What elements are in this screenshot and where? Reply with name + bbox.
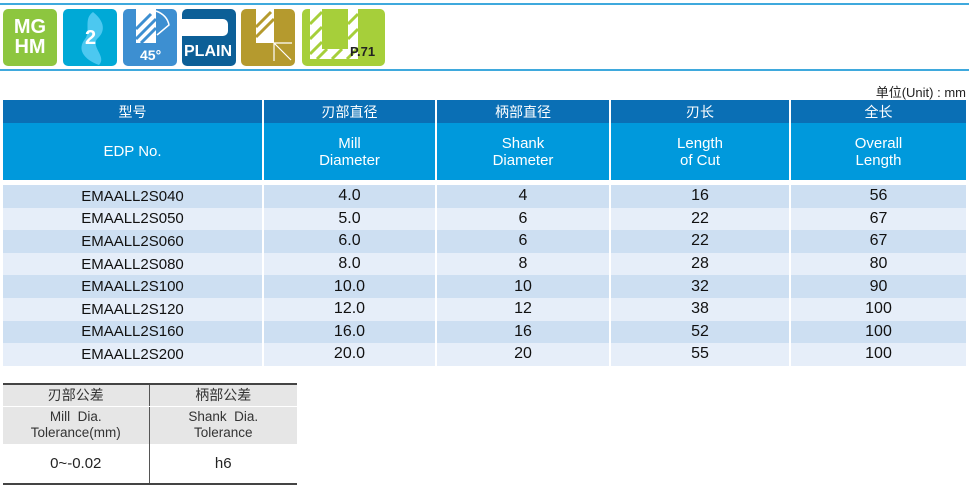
product-spec-table: 型号 刃部直径 柄部直径 刃长 全长 EDP No. Mill Diameter … xyxy=(3,100,966,366)
icon-text: P.71 xyxy=(350,44,376,59)
length-of-cut-cell: 22 xyxy=(609,207,790,231)
overall-length-cell: 56 xyxy=(789,185,966,208)
tolerance-table: 刃部公差 柄部公差 Mill Dia. Tolerance(mm) Shank D… xyxy=(3,383,297,485)
icon-text: PLAIN xyxy=(184,43,232,60)
overall-length-cell: 90 xyxy=(789,275,966,298)
header-overall-length: Overall Length xyxy=(789,123,966,180)
mill-diameter-cell: 16.0 xyxy=(262,320,436,344)
icon-bottom-rule xyxy=(0,69,969,71)
length-of-cut-cell: 32 xyxy=(609,275,790,298)
mill-diameter-cell: 20.0 xyxy=(262,343,436,366)
mill-diameter-cell: 4.0 xyxy=(262,185,436,208)
overall-length-cell: 100 xyxy=(789,343,966,366)
icon-text: 2 xyxy=(85,27,97,49)
edp-cell: EMAALL2S120 xyxy=(3,297,263,321)
plain-shank-icon: PLAIN xyxy=(182,9,236,66)
table-row: EMAALL2S050 5.0 6 22 67 xyxy=(3,207,966,231)
overall-length-cell: 100 xyxy=(789,297,966,321)
header-mill-diameter: Mill Diameter xyxy=(262,123,436,180)
table-row: EMAALL2S200 20.0 20 55 100 xyxy=(3,343,966,366)
shank-diameter-cell: 20 xyxy=(435,343,610,366)
header-text: Diameter xyxy=(319,151,380,169)
header-text: Length xyxy=(677,134,723,152)
header-text: Tolerance(mm) xyxy=(30,425,121,441)
mill-diameter-cell: 8.0 xyxy=(262,252,436,276)
mill-diameter-cell: 10.0 xyxy=(262,275,436,298)
length-of-cut-cell: 55 xyxy=(609,343,790,366)
shank-diameter-cell: 8 xyxy=(435,252,610,276)
chamfer-45-icon: 45° xyxy=(123,9,177,66)
overall-length-cell: 80 xyxy=(789,252,966,276)
header-shank-tolerance: Shank Dia. Tolerance xyxy=(148,406,297,444)
table-row: EMAALL2S060 6.0 6 22 67 xyxy=(3,230,966,253)
edp-cell: EMAALL2S080 xyxy=(3,252,263,276)
table-row: EMAALL2S080 8.0 8 28 80 xyxy=(3,252,966,276)
length-of-cut-cell: 38 xyxy=(609,297,790,321)
profile-page-icon: P.71 xyxy=(302,9,385,66)
header-edp: EDP No. xyxy=(3,123,263,180)
header-mill-tolerance: Mill Dia. Tolerance(mm) xyxy=(3,406,149,444)
length-of-cut-cell: 28 xyxy=(609,252,790,276)
cutting-direction-icon xyxy=(241,9,295,66)
edp-cell: EMAALL2S060 xyxy=(3,230,263,253)
overall-length-cell: 67 xyxy=(789,207,966,231)
header-text: Mill xyxy=(338,134,361,152)
table-row: EMAALL2S160 16.0 16 52 100 xyxy=(3,320,966,344)
header-text: Length xyxy=(855,151,902,169)
edp-cell: EMAALL2S050 xyxy=(3,207,263,231)
icon-text: MG xyxy=(13,16,47,38)
header-cn-mill-diameter: 刃部直径 xyxy=(262,100,436,123)
header-text: Shank Dia. xyxy=(188,409,259,425)
header-cn-mill-tolerance: 刃部公差 xyxy=(3,384,149,407)
table-row: EMAALL2S100 10.0 10 32 90 xyxy=(3,275,966,298)
mill-diameter-cell: 6.0 xyxy=(262,230,436,253)
header-cn-shank-diameter: 柄部直径 xyxy=(435,100,610,123)
mill-diameter-cell: 12.0 xyxy=(262,297,436,321)
edp-cell: EMAALL2S100 xyxy=(3,275,263,298)
edp-cell: EMAALL2S160 xyxy=(3,320,263,344)
two-flute-icon: 2 xyxy=(63,9,117,66)
shank-diameter-cell: 16 xyxy=(435,320,610,344)
shank-diameter-cell: 6 xyxy=(435,207,610,231)
shank-tolerance-value: h6 xyxy=(148,444,297,484)
header-cn-shank-tolerance: 柄部公差 xyxy=(148,384,297,407)
header-text: Mill Dia. xyxy=(49,409,102,425)
mg-hm-icon: MG HM xyxy=(3,9,57,66)
shank-diameter-cell: 4 xyxy=(435,185,610,208)
header-text: Tolerance xyxy=(193,425,253,441)
mill-diameter-cell: 5.0 xyxy=(262,207,436,231)
unit-label: 单位(Unit) : mm xyxy=(875,85,966,100)
edp-cell: EMAALL2S200 xyxy=(3,343,263,366)
length-of-cut-cell: 16 xyxy=(609,185,790,208)
length-of-cut-cell: 22 xyxy=(609,230,790,253)
header-text: EDP No. xyxy=(103,143,162,160)
length-of-cut-cell: 52 xyxy=(609,320,790,344)
header-text: Diameter xyxy=(492,151,554,169)
header-text: Overall xyxy=(854,134,903,152)
shank-diameter-cell: 10 xyxy=(435,275,610,298)
header-text: Shank xyxy=(501,134,545,152)
header-cn-edp: 型号 xyxy=(3,100,263,123)
header-shank-diameter: Shank Diameter xyxy=(435,123,610,180)
overall-length-cell: 100 xyxy=(789,320,966,344)
mill-tolerance-value: 0~-0.02 xyxy=(50,455,102,472)
top-rule xyxy=(0,3,969,5)
header-cn-length-of-cut: 刃长 xyxy=(609,100,790,123)
table-row: EMAALL2S120 12.0 12 38 100 xyxy=(3,297,966,321)
shank-diameter-cell: 12 xyxy=(435,297,610,321)
header-text: of Cut xyxy=(679,151,721,169)
table-row: EMAALL2S040 4.0 4 16 56 xyxy=(3,185,966,208)
shank-diameter-cell: 6 xyxy=(435,230,610,253)
header-length-of-cut: Length of Cut xyxy=(609,123,790,180)
icon-text: HM xyxy=(14,36,46,58)
header-cn-overall-length: 全长 xyxy=(789,100,966,123)
icon-text: 45° xyxy=(140,47,162,63)
edp-cell: EMAALL2S040 xyxy=(3,185,263,208)
overall-length-cell: 67 xyxy=(789,230,966,253)
